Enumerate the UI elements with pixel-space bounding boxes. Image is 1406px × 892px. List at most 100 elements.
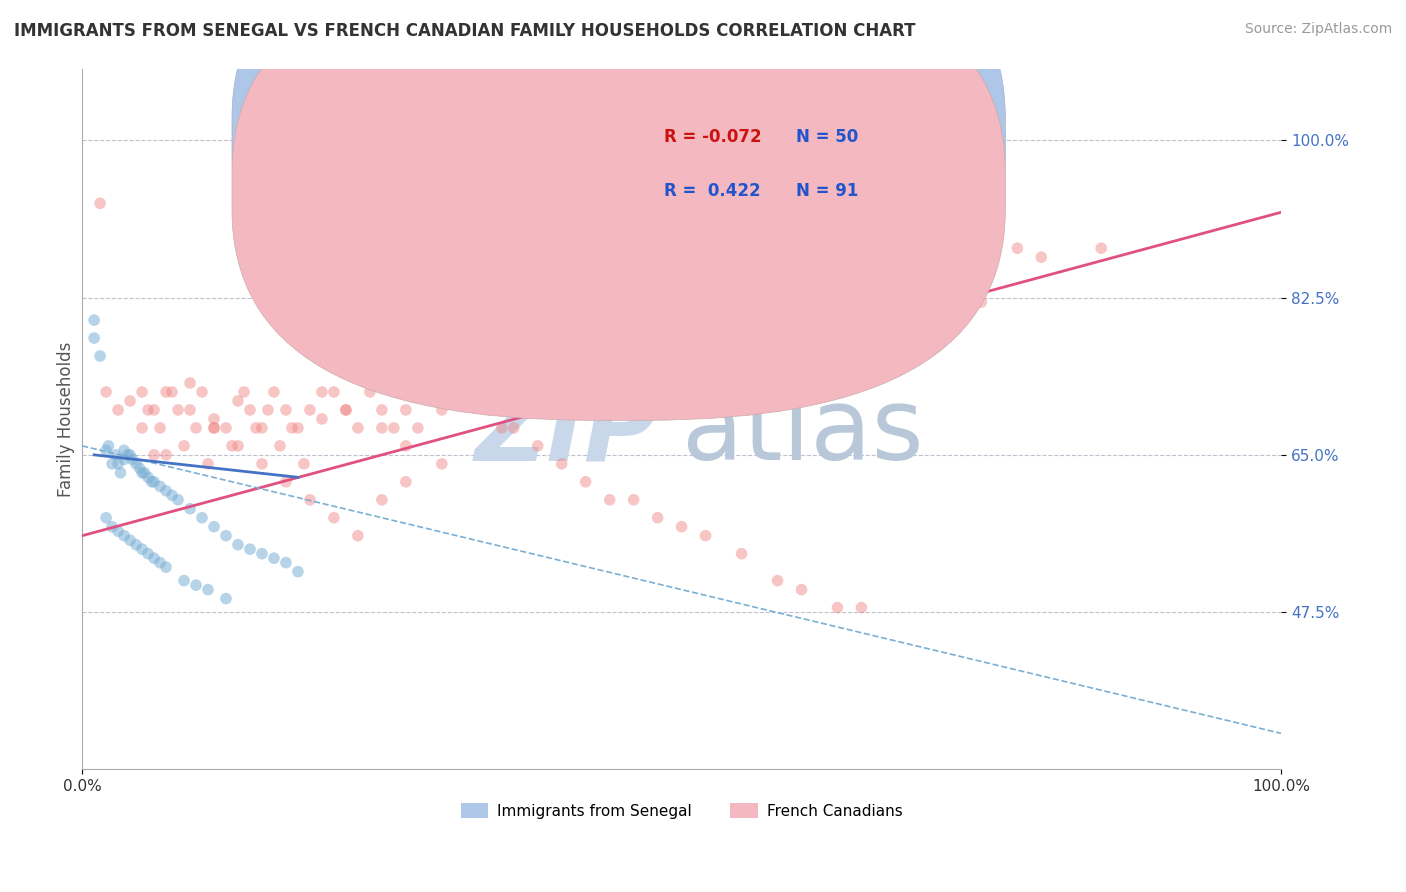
Point [167,403,190,417]
Point [322,510,344,524]
Point [149,556,172,570]
Point [371,421,394,435]
Point [526,439,548,453]
Text: N = 50: N = 50 [796,128,858,146]
Point [83,331,105,345]
Point [298,403,321,417]
Point [89,349,111,363]
Point [226,439,249,453]
Point [347,529,370,543]
Point [125,457,148,471]
Point [298,492,321,507]
Point [136,547,159,561]
Point [104,448,127,462]
Point [97,439,120,453]
Point [191,384,214,399]
Point [430,457,453,471]
Point [131,421,153,435]
Point [257,403,280,417]
Point [121,452,143,467]
Point [269,439,291,453]
Point [910,241,932,255]
Point [430,403,453,417]
Point [551,457,574,471]
Point [141,475,163,489]
Text: IMMIGRANTS FROM SENEGAL VS FRENCH CANADIAN FAMILY HOUSEHOLDS CORRELATION CHART: IMMIGRANTS FROM SENEGAL VS FRENCH CANADI… [14,22,915,40]
Point [202,421,225,435]
Point [120,393,142,408]
Point [110,466,132,480]
Point [371,492,394,507]
Point [827,600,849,615]
Point [934,268,956,282]
Point [107,524,129,539]
Point [250,421,273,435]
Point [221,439,243,453]
Point [94,384,117,399]
Point [478,384,501,399]
Point [610,349,633,363]
Point [335,403,357,417]
Point [202,412,225,426]
Point [215,591,238,606]
Point [134,466,156,480]
Point [155,448,177,462]
Point [263,384,285,399]
FancyBboxPatch shape [232,0,1005,420]
Point [287,565,309,579]
Point [730,547,752,561]
Point [1031,250,1053,264]
Point [136,403,159,417]
Point [551,384,574,399]
Point [502,421,524,435]
Point [287,421,309,435]
Point [89,196,111,211]
Point [155,483,177,498]
Point [347,421,370,435]
Point [1007,241,1029,255]
Point [1090,241,1112,255]
Point [623,492,645,507]
Point [395,403,418,417]
Point [173,574,195,588]
Point [226,393,249,408]
Point [173,439,195,453]
Point [167,492,190,507]
Point [197,457,219,471]
Point [281,421,304,435]
Point [382,421,405,435]
Point [322,384,344,399]
Point [94,510,117,524]
Point [136,470,159,484]
Point [274,556,297,570]
Point [910,322,932,336]
Point [395,475,418,489]
Point [143,403,166,417]
Point [179,501,201,516]
Point [112,529,135,543]
Point [454,384,477,399]
Point [191,510,214,524]
FancyBboxPatch shape [568,100,915,227]
Text: ZIP: ZIP [475,384,658,482]
Text: Source: ZipAtlas.com: Source: ZipAtlas.com [1244,22,1392,37]
Point [695,529,717,543]
Point [359,384,381,399]
Point [395,439,418,453]
Point [239,542,262,557]
Point [263,551,285,566]
Point [215,421,238,435]
Point [101,519,124,533]
Point [160,488,183,502]
Point [197,582,219,597]
Point [202,421,225,435]
Point [371,403,394,417]
Point [112,452,135,467]
Point [790,582,813,597]
Point [215,529,238,543]
Point [575,475,598,489]
Point [790,295,813,310]
Point [149,421,172,435]
Point [851,600,873,615]
Point [311,412,333,426]
